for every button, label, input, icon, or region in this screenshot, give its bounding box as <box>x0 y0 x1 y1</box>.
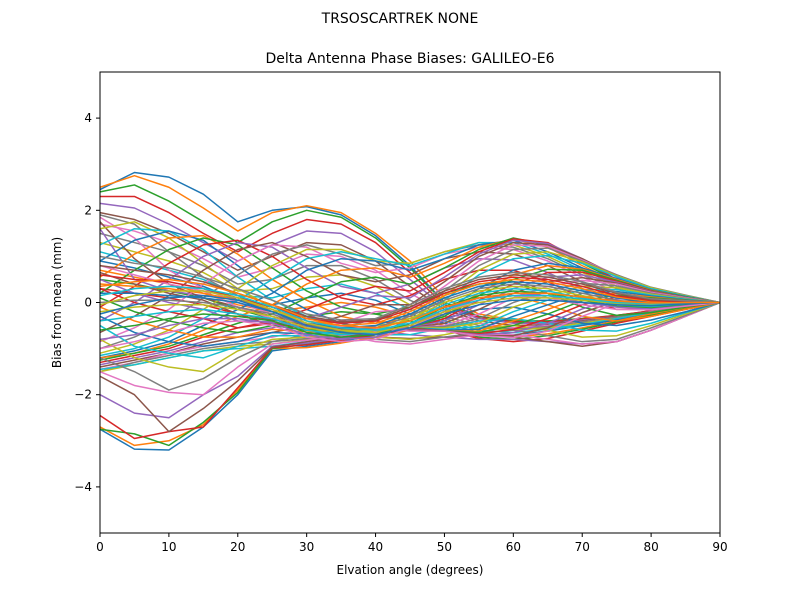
series-line-58 <box>99 283 721 331</box>
series-line-20 <box>99 227 721 336</box>
x-tick-label: 30 <box>299 540 314 554</box>
y-tick-label: −2 <box>74 388 92 402</box>
series-layer <box>99 171 721 451</box>
series-line-8 <box>99 232 721 330</box>
series-line-6 <box>99 211 721 327</box>
x-tick-label: 90 <box>712 540 727 554</box>
x-tick-label: 70 <box>575 540 590 554</box>
y-axis: −4 −2 0 2 4 <box>74 111 100 494</box>
series-line-72 <box>99 278 720 329</box>
series-line-61 <box>100 281 720 329</box>
x-tick-label: 60 <box>506 540 521 554</box>
x-axis-label: Elvation angle (degrees) <box>337 563 484 577</box>
x-tick-label: 10 <box>161 540 176 554</box>
series-line-70 <box>99 285 721 331</box>
x-tick-label: 0 <box>96 540 104 554</box>
x-tick-label: 50 <box>437 540 452 554</box>
x-tick-label: 40 <box>368 540 383 554</box>
y-axis-label: Bias from mean (mm) <box>50 237 64 368</box>
series-line-69 <box>99 290 721 334</box>
x-axis: 0 10 20 30 40 50 60 70 80 90 <box>96 533 728 554</box>
x-tick-label: 20 <box>230 540 245 554</box>
y-tick-label: 4 <box>84 111 92 125</box>
y-tick-label: 0 <box>84 296 92 310</box>
series-line-62 <box>99 278 721 327</box>
series-line-19 <box>99 221 721 341</box>
x-tick-label: 80 <box>643 540 658 554</box>
series-line-66 <box>99 264 721 323</box>
figure-suptitle: TRSOSCARTREK NONE <box>321 11 479 27</box>
y-tick-label: 2 <box>84 203 92 217</box>
y-tick-label: −4 <box>74 480 92 494</box>
chart-title: Delta Antenna Phase Biases: GALILEO-E6 <box>265 51 554 67</box>
series-line-68 <box>99 255 721 321</box>
series-line-71 <box>99 294 721 336</box>
